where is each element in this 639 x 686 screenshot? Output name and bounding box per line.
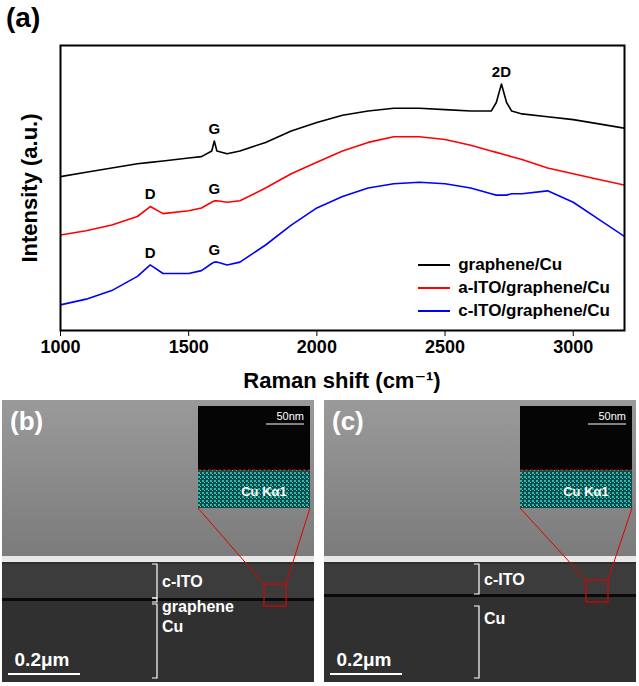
svg-text:c-ITO: c-ITO [484, 571, 525, 588]
svg-text:c-ITO: c-ITO [162, 573, 203, 590]
svg-text:0.2μm: 0.2μm [337, 649, 392, 670]
html-text:Raman shift (cm⁻¹): Raman shift (cm⁻¹) [243, 368, 441, 393]
svg-text:(c): (c) [332, 406, 364, 436]
svg-text:1000: 1000 [40, 337, 80, 357]
svg-text:G: G [208, 180, 220, 197]
svg-text:0.2μm: 0.2μm [15, 649, 70, 670]
svg-text:Cu: Cu [484, 610, 505, 627]
svg-text:2D: 2D [492, 63, 511, 80]
svg-text:G: G [208, 120, 220, 137]
svg-text:50nm: 50nm [276, 410, 304, 422]
svg-text:2000: 2000 [297, 337, 337, 357]
svg-text:2500: 2500 [425, 337, 465, 357]
svg-text:G: G [208, 241, 220, 258]
svg-text:graphene: graphene [162, 598, 234, 615]
svg-text:1500: 1500 [169, 337, 209, 357]
html-text:a-ITO/graphene/Cu: a-ITO/graphene/Cu [458, 277, 610, 297]
svg-text:Cu Kα1: Cu Kα1 [241, 484, 287, 499]
svg-text:Cu: Cu [162, 618, 183, 635]
html-text:(a): (a) [6, 2, 41, 33]
svg-text:D: D [145, 244, 156, 261]
html-text:Intensity (a.u.): Intensity (a.u.) [17, 112, 42, 263]
svg-text:3000: 3000 [553, 337, 593, 357]
html-text:c-ITO/graphene/Cu: c-ITO/graphene/Cu [458, 300, 610, 320]
svg-text:(b): (b) [10, 406, 43, 436]
svg-text:50nm: 50nm [598, 410, 626, 422]
html-text:graphene/Cu: graphene/Cu [458, 254, 563, 274]
svg-text:Cu Kα1: Cu Kα1 [563, 484, 609, 499]
svg-text:D: D [145, 185, 156, 202]
